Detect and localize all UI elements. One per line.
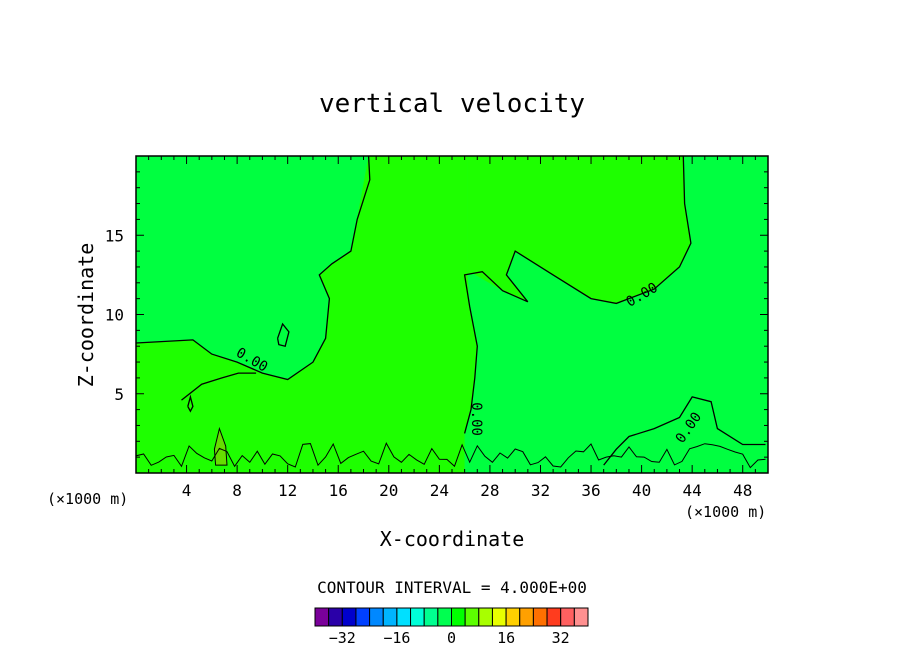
colorbar-swatch bbox=[451, 607, 466, 627]
plot-area: 0.000.000.000.004 8 12 16 20 24 28 32 36 40 44 4851… bbox=[105, 155, 769, 500]
x-tick-label: 28 bbox=[480, 481, 499, 500]
x-tick-label: 16 bbox=[329, 481, 348, 500]
strong-updraft-blob bbox=[213, 426, 228, 466]
colorbar-swatch bbox=[546, 607, 562, 627]
x-axis-unit-right: (×1000 m) bbox=[685, 503, 766, 521]
colorbar-swatch bbox=[505, 607, 521, 627]
colorbar-swatch bbox=[369, 607, 384, 627]
colorbar-swatch bbox=[341, 607, 357, 627]
colorbar-swatch bbox=[423, 607, 439, 627]
colorbar-tick-label: −16 bbox=[383, 629, 410, 647]
x-axis-unit-left: (×1000 m) bbox=[47, 490, 128, 508]
x-tick-label: 36 bbox=[581, 481, 600, 500]
colorbar-swatch bbox=[573, 607, 589, 627]
colorbar-swatch bbox=[396, 607, 412, 627]
contour-interval-label: CONTOUR INTERVAL = 4.000E+00 bbox=[317, 578, 587, 597]
positive-region-top bbox=[368, 156, 691, 304]
colorbar-tick-label: 0 bbox=[447, 629, 456, 647]
contour-line bbox=[603, 396, 766, 466]
x-tick-label: 24 bbox=[430, 481, 449, 500]
x-tick-label: 4 bbox=[182, 481, 192, 500]
contour-line bbox=[276, 322, 290, 347]
colorbar-swatch bbox=[382, 607, 398, 627]
colorbar-swatch bbox=[519, 607, 534, 627]
colorbar-swatch bbox=[491, 607, 507, 627]
x-tick-label: 12 bbox=[278, 481, 297, 500]
colorbar-swatch bbox=[437, 607, 453, 627]
y-tick-label: 15 bbox=[105, 226, 124, 245]
colorbar-tick-label: 16 bbox=[497, 629, 515, 647]
contour-line bbox=[181, 372, 257, 401]
colorbar-swatch bbox=[560, 607, 575, 627]
colorbar-swatch bbox=[464, 607, 480, 627]
y-axis-label: Z-coordinate bbox=[74, 243, 98, 388]
contour-line bbox=[136, 156, 371, 381]
contour-line bbox=[463, 156, 692, 434]
colorbar-swatch bbox=[314, 607, 330, 627]
colorbar-swatch bbox=[355, 607, 371, 627]
chart-title: vertical velocity bbox=[319, 89, 585, 119]
colorbar-tick-label: 32 bbox=[552, 629, 570, 647]
x-tick-label: 40 bbox=[632, 481, 651, 500]
x-axis-label: X-coordinate bbox=[380, 527, 525, 551]
colorbar-swatch bbox=[532, 607, 548, 627]
surface-contour-noise bbox=[136, 442, 766, 469]
colorbar-swatch bbox=[478, 607, 493, 627]
x-tick-label: 32 bbox=[531, 481, 550, 500]
colorbar-swatch bbox=[328, 607, 343, 627]
y-tick-label: 5 bbox=[114, 385, 124, 404]
colorbar: −32 −16 0 16 32 bbox=[314, 607, 589, 647]
contour-line bbox=[187, 394, 194, 413]
positive-region-core bbox=[287, 156, 478, 442]
contour-label: 0.00 bbox=[468, 402, 484, 436]
y-tick-label: 10 bbox=[105, 306, 124, 325]
colorbar-swatch bbox=[410, 607, 425, 627]
x-tick-label: 48 bbox=[733, 481, 752, 500]
contour-field: 0.000.000.000.00 bbox=[136, 156, 768, 473]
colorbar-tick-label: −32 bbox=[329, 629, 356, 647]
x-tick-label: 8 bbox=[232, 481, 242, 500]
x-tick-label: 20 bbox=[379, 481, 398, 500]
x-tick-label: 44 bbox=[683, 481, 702, 500]
